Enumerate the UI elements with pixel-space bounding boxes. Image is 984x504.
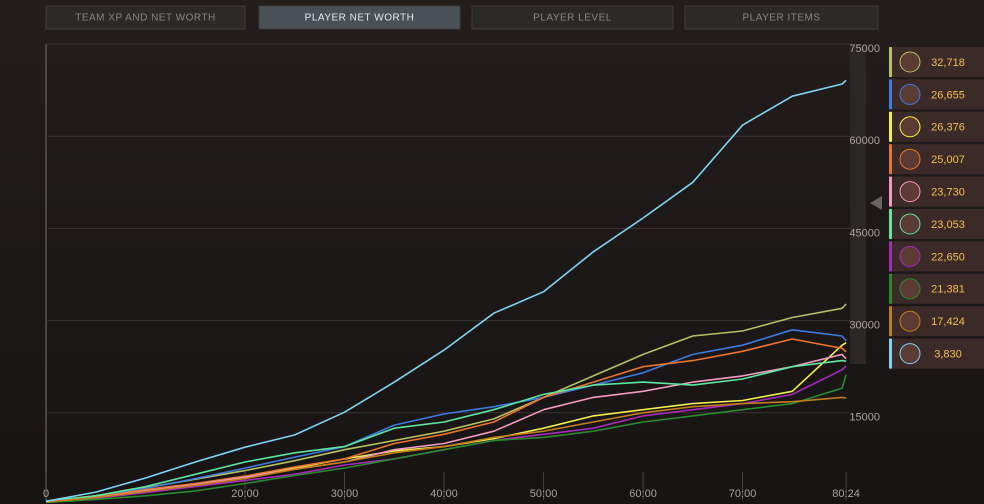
net-worth-label: 25,007 — [931, 154, 965, 166]
player-color — [889, 79, 892, 110]
player-color — [889, 111, 892, 142]
net-worth-label: 22,650 — [931, 251, 965, 263]
hero-icon — [899, 148, 921, 170]
tab[interactable] — [45, 5, 246, 30]
player-color — [889, 176, 892, 207]
player-color — [889, 209, 892, 239]
net-worth-label: 32,718 — [931, 57, 965, 69]
tab-label[interactable]: TEAM XP AND NET WORTH — [75, 13, 216, 24]
hero-icon — [899, 83, 921, 105]
tab[interactable] — [684, 5, 879, 30]
x-tick-label: 0 — [43, 488, 49, 500]
net-worth-line — [45, 359, 847, 503]
tab[interactable] — [258, 5, 461, 30]
hero-icon — [899, 116, 921, 138]
hero-icon — [899, 213, 921, 235]
x-tick-label: 60:00 — [629, 488, 657, 500]
caret — [870, 196, 882, 210]
player-color — [889, 144, 892, 175]
net-worth-line — [45, 338, 847, 503]
player-color — [889, 241, 892, 272]
x-tick-label: 40:00 — [430, 488, 458, 500]
net-worth-label: 26,655 — [931, 89, 965, 101]
net-worth-line — [45, 329, 847, 503]
hero-icon — [899, 181, 921, 203]
x-tick-label: 20:00 — [231, 488, 259, 500]
net-worth-line — [45, 374, 847, 504]
tab-label[interactable]: PLAYER NET WORTH — [305, 13, 415, 24]
x-tick-label: 70:00 — [729, 488, 757, 500]
x-tick-label: 30:00 — [331, 488, 359, 500]
hero-icon — [899, 278, 921, 300]
y-tick-label: 15000 — [849, 412, 880, 424]
x-tick-label: 80:24 — [832, 488, 860, 500]
y-tick-label: 75000 — [849, 43, 880, 55]
hero-icon — [899, 343, 921, 365]
tab[interactable] — [471, 5, 674, 30]
hero-icon — [899, 245, 921, 267]
player-color — [889, 47, 892, 77]
net-worth-label: 17,424 — [931, 316, 965, 328]
tab-label[interactable]: PLAYER LEVEL — [533, 13, 612, 24]
y-tick-label: 30000 — [849, 320, 880, 332]
y-tick-label: 60000 — [849, 135, 880, 147]
net-worth-line — [45, 79, 847, 503]
player-color — [889, 306, 892, 337]
player-color — [889, 338, 892, 369]
net-worth-label: 3,830 — [934, 349, 962, 361]
x-tick-label: 50:00 — [530, 488, 558, 500]
scroll-band — [850, 44, 866, 364]
net-worth-label: 21,381 — [931, 284, 965, 296]
player-color — [889, 273, 892, 304]
hero-icon — [899, 51, 921, 73]
hero-icon — [899, 310, 921, 332]
net-worth-label: 26,376 — [931, 122, 965, 134]
y-tick-label: 45000 — [849, 227, 880, 239]
net-worth-line — [45, 396, 847, 503]
net-worth-label: 23,053 — [931, 219, 965, 231]
tab-label[interactable]: PLAYER ITEMS — [742, 13, 820, 24]
net-worth-label: 23,730 — [931, 187, 965, 199]
